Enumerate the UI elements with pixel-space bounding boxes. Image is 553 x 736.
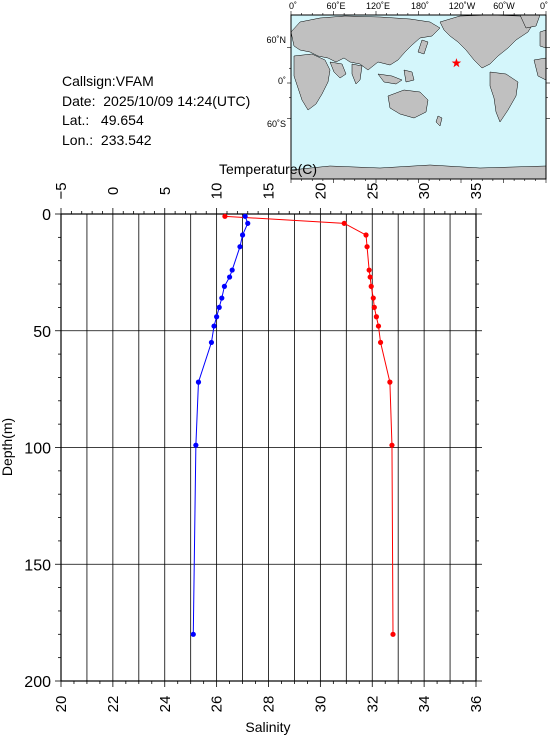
temperature-tick-label: 0 — [105, 187, 122, 195]
date-text: Date: 2025/10/09 14:24(UTC) — [62, 92, 251, 109]
temperature-tick-label: 5 — [157, 187, 174, 195]
depth-tick-label: 100 — [24, 441, 51, 458]
depth-tick-label: 0 — [42, 207, 51, 224]
salinity-tick-label: 32 — [364, 696, 381, 713]
salinity-data-point — [237, 244, 243, 250]
temperature-tick-label: −5 — [53, 182, 70, 199]
salinity-tick-label: 26 — [209, 696, 226, 713]
temperature-data-point — [377, 339, 384, 346]
series-layer — [190, 213, 396, 637]
minor-ticks — [55, 208, 482, 687]
salinity-tick-label: 30 — [312, 696, 329, 713]
salinity-tick-label: 22 — [105, 696, 122, 713]
salinity-data-point — [242, 213, 248, 219]
map-graticule-ticks — [287, 11, 550, 183]
map-lon-label: 120˚W — [449, 1, 476, 11]
map-landmass — [290, 14, 547, 180]
map-left-labels: 60˚N 0˚ 60˚S — [266, 35, 286, 129]
salinity-axis-label: Salinity — [245, 719, 290, 735]
map-top-labels: 0˚ 60˚E 120˚E 180˚ 120˚W 60˚W 0˚ — [289, 1, 548, 11]
temperature-data-point — [364, 244, 370, 250]
salinity-tick-label: 36 — [468, 696, 485, 713]
salinity-data-point — [229, 267, 235, 273]
salinity-data-point — [193, 442, 199, 448]
temperature-tick-label: 10 — [209, 183, 226, 200]
salinity-profile-line — [192, 216, 249, 635]
temperature-data-point — [368, 283, 374, 289]
longitude-text: Lon.: 233.542 — [62, 131, 152, 148]
map-lon-label: 60˚W — [493, 1, 515, 11]
salinity-data-point — [226, 274, 233, 280]
map-lon-label: 0˚ — [289, 1, 297, 11]
temperature-data-point — [367, 274, 373, 280]
salinity-data-point — [214, 314, 220, 320]
map-lon-label: 60˚E — [326, 1, 345, 11]
chart-grid — [60, 213, 477, 682]
map-lat-label: 60˚S — [267, 119, 286, 129]
salinity-data-point — [211, 323, 217, 329]
map-lon-label: 180˚ — [411, 1, 429, 11]
depth-tick-label: 50 — [33, 324, 51, 341]
salinity-data-point — [216, 304, 222, 310]
temperature-tick-label: 30 — [416, 183, 433, 200]
salinity-tick-labels: 20 22 24 26 28 30 32 34 36 — [53, 696, 485, 713]
latitude-text: Lat.: 49.654 — [62, 112, 144, 128]
temperature-data-point — [387, 379, 393, 385]
map-lon-label: 120˚E — [366, 1, 390, 11]
station-marker-icon — [451, 58, 462, 68]
temperature-axis-label: Temperature(C) — [219, 161, 317, 177]
temperature-tick-label: 25 — [364, 183, 381, 200]
temperature-data-point — [389, 442, 395, 448]
callsign-text: Callsign:VFAM — [62, 73, 154, 89]
location-map: 0˚ 60˚E 120˚E 180˚ 120˚W 60˚W 0˚ 60˚N 0˚… — [266, 1, 550, 183]
temperature-data-point — [390, 631, 396, 637]
salinity-data-point — [239, 232, 246, 238]
salinity-tick-label: 20 — [53, 696, 70, 713]
depth-tick-label: 150 — [24, 557, 51, 574]
temperature-tick-label: 35 — [468, 183, 485, 200]
temperature-data-point — [375, 323, 382, 329]
station-info: Callsign:VFAM Date: 2025/10/09 14:24(UTC… — [62, 72, 250, 150]
temperature-tick-labels: −5 0 5 10 15 20 25 30 35 — [53, 182, 485, 199]
temperature-data-point — [370, 295, 376, 301]
salinity-data-point — [195, 379, 202, 385]
salinity-data-point — [221, 283, 228, 289]
temperature-data-point — [373, 314, 379, 320]
temperature-tick-label: 15 — [261, 183, 278, 200]
depth-tick-labels: 0 50 100 150 200 — [24, 207, 51, 691]
temperature-tick-label: 20 — [312, 183, 329, 200]
salinity-tick-label: 34 — [416, 696, 433, 713]
salinity-data-point — [245, 220, 251, 226]
temperature-data-point — [363, 232, 369, 238]
temperature-data-point — [222, 213, 228, 219]
temperature-data-point — [341, 220, 347, 226]
map-lat-label: 60˚N — [266, 35, 286, 45]
salinity-tick-label: 28 — [261, 696, 278, 713]
depth-axis-label: Depth(m) — [0, 418, 15, 476]
salinity-data-point — [219, 295, 225, 301]
temperature-data-point — [371, 304, 377, 310]
salinity-tick-label: 24 — [157, 696, 174, 713]
map-lon-label: 0˚ — [540, 1, 548, 11]
temperature-data-point — [366, 267, 372, 273]
map-lat-label: 0˚ — [278, 76, 286, 86]
salinity-data-point — [208, 339, 215, 346]
temperature-profile-line — [224, 215, 394, 635]
salinity-data-point — [190, 631, 196, 637]
depth-tick-label: 200 — [24, 674, 51, 691]
